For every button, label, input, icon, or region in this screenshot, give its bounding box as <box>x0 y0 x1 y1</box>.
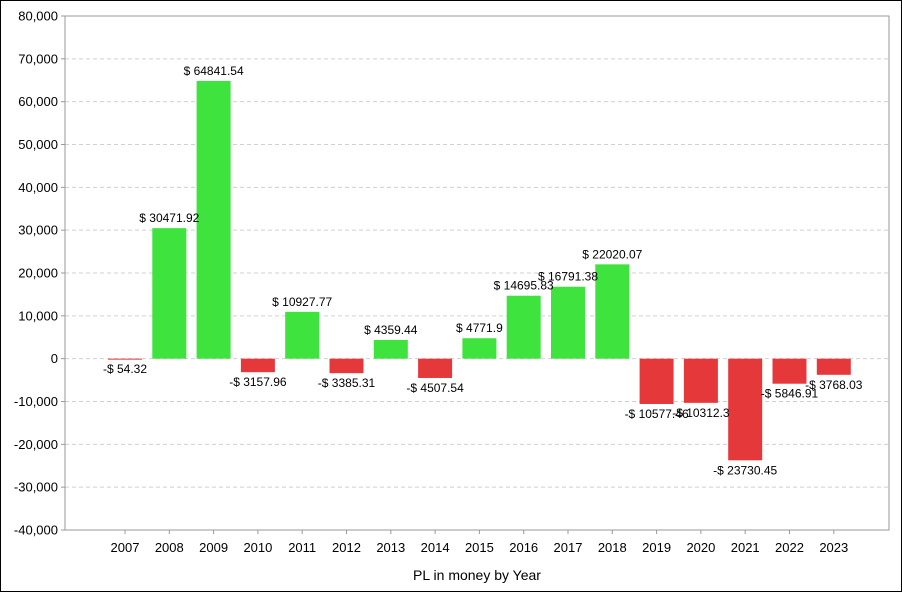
x-tick-label: 2009 <box>199 540 228 555</box>
data-label-2009: $ 64841.54 <box>184 64 244 78</box>
x-tick-label: 2023 <box>819 540 848 555</box>
data-label-2018: $ 22020.07 <box>582 247 642 261</box>
x-tick-label: 2022 <box>775 540 804 555</box>
bar-2011 <box>285 311 320 359</box>
data-label-2019: -$ 10577.46 <box>625 407 689 421</box>
x-tick-label: 2020 <box>686 540 715 555</box>
bar-2013 <box>373 339 408 359</box>
bar-2023 <box>816 358 851 375</box>
y-tick-label: 50,000 <box>18 137 58 152</box>
x-tick-label: 2014 <box>421 540 450 555</box>
bar-2020 <box>683 358 718 403</box>
y-tick-label: 40,000 <box>18 180 58 195</box>
y-tick-label: 30,000 <box>18 223 58 238</box>
bar-2008 <box>152 228 187 359</box>
x-tick-label: 2012 <box>332 540 361 555</box>
x-tick-label: 2017 <box>554 540 583 555</box>
y-tick-label: 80,000 <box>18 9 58 24</box>
x-tick-label: 2018 <box>598 540 627 555</box>
y-tick-label: 70,000 <box>18 51 58 66</box>
bar-2017 <box>551 286 585 359</box>
data-label-2022: -$ 5846.91 <box>761 387 819 401</box>
y-tick-label: 60,000 <box>18 94 58 109</box>
bar-2022 <box>772 358 807 384</box>
axis-layer: 80,000 70,000 60,000 50,000 40,000 30,000 20,0… <box>14 9 890 555</box>
y-tick-label: -10,000 <box>14 394 58 409</box>
x-tick-label: 2021 <box>731 540 760 555</box>
y-tick-label: -30,000 <box>14 480 58 495</box>
bar-2009 <box>196 80 231 359</box>
bar-2021 <box>728 358 763 461</box>
data-label-2012: -$ 3385.31 <box>318 376 376 390</box>
bar-2018 <box>595 264 630 359</box>
x-tick-label: 2019 <box>642 540 671 555</box>
grid-layer <box>65 15 889 531</box>
x-tick-label: 2016 <box>509 540 538 555</box>
x-axis-title: PL in money by Year <box>413 567 541 583</box>
x-tick-label: 2013 <box>376 540 405 555</box>
data-label-2016: $ 14695.83 <box>494 279 554 293</box>
y-tick-label: 0 <box>51 351 58 366</box>
data-label-2014: -$ 4507.54 <box>406 381 464 395</box>
bars-layer <box>108 80 851 461</box>
y-tick-label: 20,000 <box>18 266 58 281</box>
y-tick-label: -40,000 <box>14 523 58 538</box>
x-tick-label: 2011 <box>288 540 316 555</box>
bar-2014 <box>418 358 453 378</box>
plot-area-border <box>64 15 890 531</box>
data-label-2021: -$ 23730.45 <box>713 463 777 477</box>
data-label-2007: -$ 54.32 <box>103 362 147 376</box>
data-label-2010: -$ 3157.96 <box>229 375 287 389</box>
bar-2007 <box>108 358 142 360</box>
bar-2012 <box>329 358 364 374</box>
data-label-2013: $ 4359.44 <box>364 323 418 337</box>
data-label-2015: $ 4771.9 <box>456 321 503 335</box>
bar-2016 <box>506 295 541 359</box>
bar-2019 <box>639 358 674 404</box>
x-tick-label: 2010 <box>243 540 272 555</box>
bar-2010 <box>240 358 275 373</box>
bar-2015 <box>462 338 497 359</box>
data-label-2023: -$ 3768.03 <box>805 378 863 392</box>
data-labels-layer: -$ 54.32 $ 30471.92 $ 64841.54 -$ 3157.96 $ … <box>103 64 863 477</box>
data-label-2020: -$ 10312.3 <box>672 406 730 420</box>
data-label-2008: $ 30471.92 <box>139 211 199 225</box>
x-tick-label: 2007 <box>111 540 140 555</box>
data-label-2017: $ 16791.38 <box>538 270 598 284</box>
x-tick-label: 2008 <box>155 540 184 555</box>
y-tick-label: 10,000 <box>18 308 58 323</box>
y-tick-label: -20,000 <box>14 437 58 452</box>
x-tick-label: 2015 <box>465 540 494 555</box>
data-label-2011: $ 10927.77 <box>272 295 332 309</box>
